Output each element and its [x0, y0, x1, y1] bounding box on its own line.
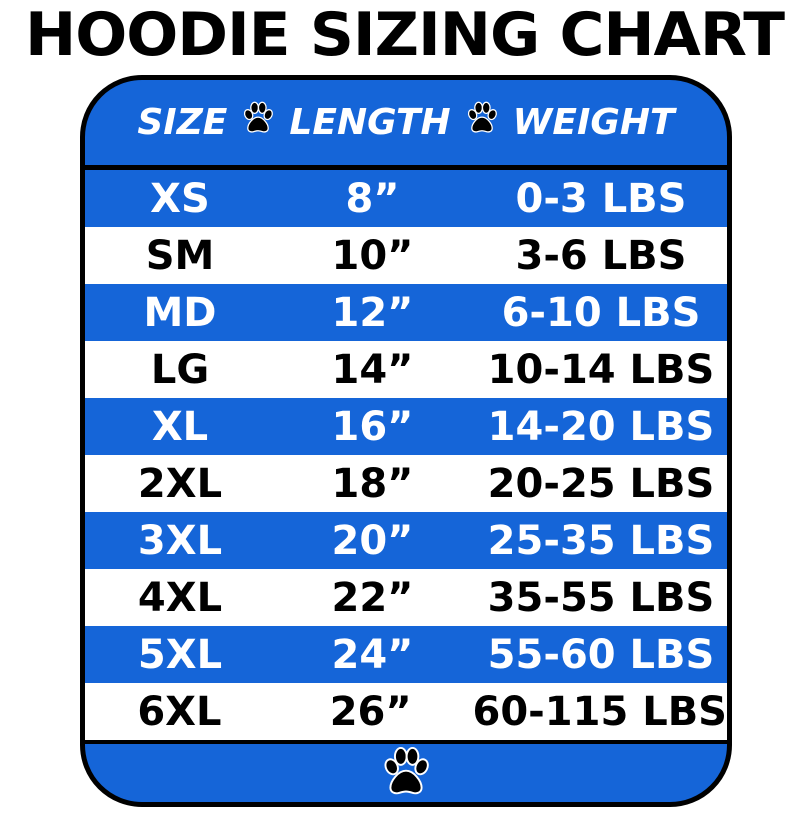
cell-length: 20” — [331, 517, 414, 564]
cell-size: LG — [150, 346, 210, 393]
column-header-weight: WEIGHT — [512, 102, 675, 143]
cell-weight: 0-3 LBS — [515, 175, 687, 222]
column-header-length: LENGTH — [289, 102, 451, 143]
paw-print-icon — [380, 746, 432, 802]
table-header: SIZE LENGTH WEIGHT — [85, 80, 727, 170]
table-row: LG 14” 10-14 LBS — [85, 341, 727, 398]
cell-size: SM — [145, 232, 215, 279]
cell-size: 4XL — [137, 574, 223, 621]
cell-size: 6XL — [137, 688, 222, 735]
table-row: 6XL 26” 60-115 LBS — [85, 683, 727, 740]
table-row: XL 16” 14-20 LBS — [85, 398, 727, 455]
cell-length: 14” — [331, 346, 414, 393]
cell-length: 8” — [345, 175, 400, 222]
table-footer — [85, 740, 727, 802]
cell-weight: 35-55 LBS — [487, 574, 715, 621]
table-row: 2XL 18” 20-25 LBS — [85, 455, 727, 512]
sizing-table: SIZE LENGTH WEIGHT XS 8” 0-3 LBS SM 10” 3-6 L… — [80, 75, 732, 807]
cell-weight: 60-115 LBS — [472, 688, 727, 735]
cell-length: 12” — [331, 289, 414, 336]
cell-size: XL — [151, 403, 209, 450]
cell-length: 18” — [331, 460, 414, 507]
cell-weight: 25-35 LBS — [487, 517, 715, 564]
table-row: 3XL 20” 25-35 LBS — [85, 512, 727, 569]
paw-print-icon — [241, 101, 275, 144]
cell-size: 5XL — [137, 631, 223, 678]
cell-weight: 3-6 LBS — [515, 232, 687, 279]
cell-size: MD — [143, 289, 217, 336]
cell-weight: 14-20 LBS — [487, 403, 715, 450]
cell-weight: 10-14 LBS — [487, 346, 715, 393]
cell-weight: 6-10 LBS — [501, 289, 701, 336]
cell-length: 10” — [331, 232, 414, 279]
cell-size: 3XL — [137, 517, 223, 564]
column-header-size: SIZE — [137, 102, 228, 143]
table-row: MD 12” 6-10 LBS — [85, 284, 727, 341]
paw-print-icon — [465, 101, 499, 144]
cell-length: 16” — [331, 403, 414, 450]
cell-length: 24” — [331, 631, 414, 678]
table-row: SM 10” 3-6 LBS — [85, 227, 727, 284]
cell-weight: 20-25 LBS — [487, 460, 715, 507]
table-row: 5XL 24” 55-60 LBS — [85, 626, 727, 683]
cell-length: 26” — [329, 688, 412, 735]
table-row: 4XL 22” 35-55 LBS — [85, 569, 727, 626]
cell-size: XS — [150, 175, 210, 222]
cell-size: 2XL — [137, 460, 223, 507]
table-row: XS 8” 0-3 LBS — [85, 170, 727, 227]
cell-weight: 55-60 LBS — [487, 631, 715, 678]
page-title: HOODIE SIZING CHART — [25, 0, 785, 70]
table-body: XS 8” 0-3 LBS SM 10” 3-6 LBS MD 12” 6-10 LBS LG 14… — [85, 170, 727, 740]
cell-length: 22” — [331, 574, 414, 621]
